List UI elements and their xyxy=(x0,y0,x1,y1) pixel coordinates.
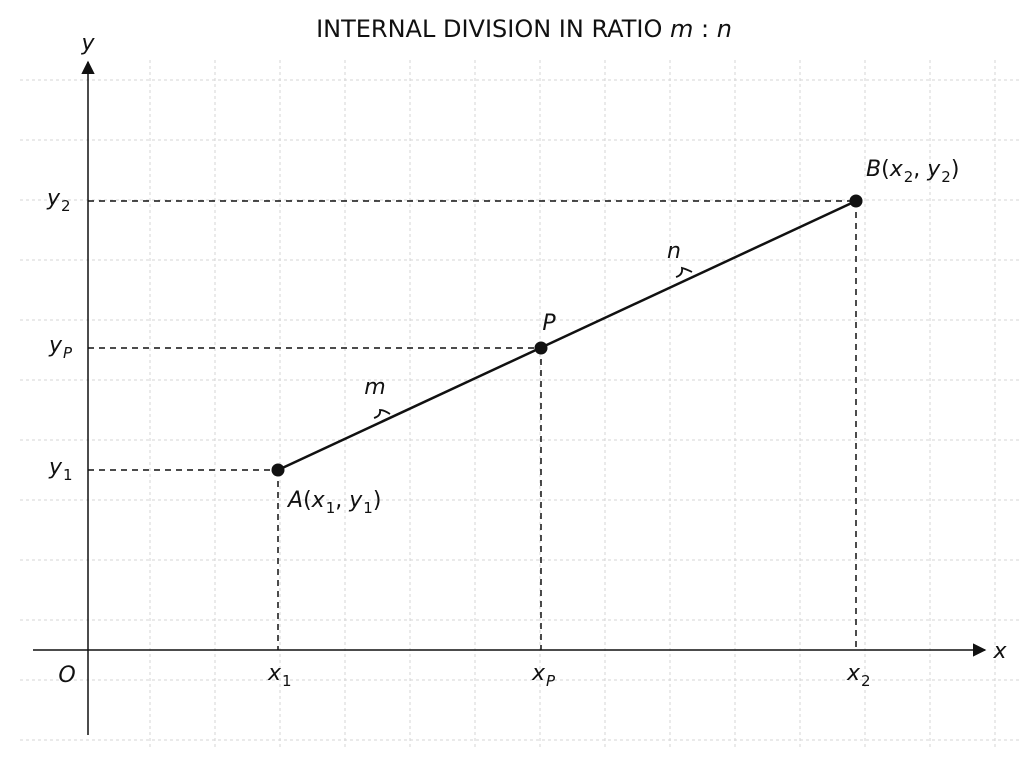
x-axis-label: x xyxy=(992,639,1007,664)
projection-lines xyxy=(88,200,857,650)
point-b-label: B(x2, y2) xyxy=(866,157,959,186)
origin-label: O xyxy=(58,663,75,688)
point-p xyxy=(534,341,548,355)
diagram-title: INTERNAL DIVISION IN RATIO m : n xyxy=(316,15,732,43)
y1-tick-label: y1 xyxy=(48,455,73,484)
brace-n xyxy=(675,266,693,278)
point-b xyxy=(849,194,863,208)
x1-tick-label: x1 xyxy=(267,661,292,690)
point-a xyxy=(271,463,285,477)
segment-ab xyxy=(277,199,857,472)
brace-m xyxy=(373,409,391,419)
point-a-label: A(x1, y1) xyxy=(286,488,381,517)
point-p-label: P xyxy=(542,311,556,336)
segment-label-m: m xyxy=(364,375,385,400)
yp-tick-label: yP xyxy=(48,333,73,362)
y-axis-label: y xyxy=(80,31,95,56)
xp-tick-label: xP xyxy=(531,661,556,690)
segment-label-n: n xyxy=(667,239,681,264)
x2-tick-label: x2 xyxy=(846,661,871,690)
background-grid xyxy=(20,60,1020,750)
y2-tick-label: y2 xyxy=(46,186,71,215)
